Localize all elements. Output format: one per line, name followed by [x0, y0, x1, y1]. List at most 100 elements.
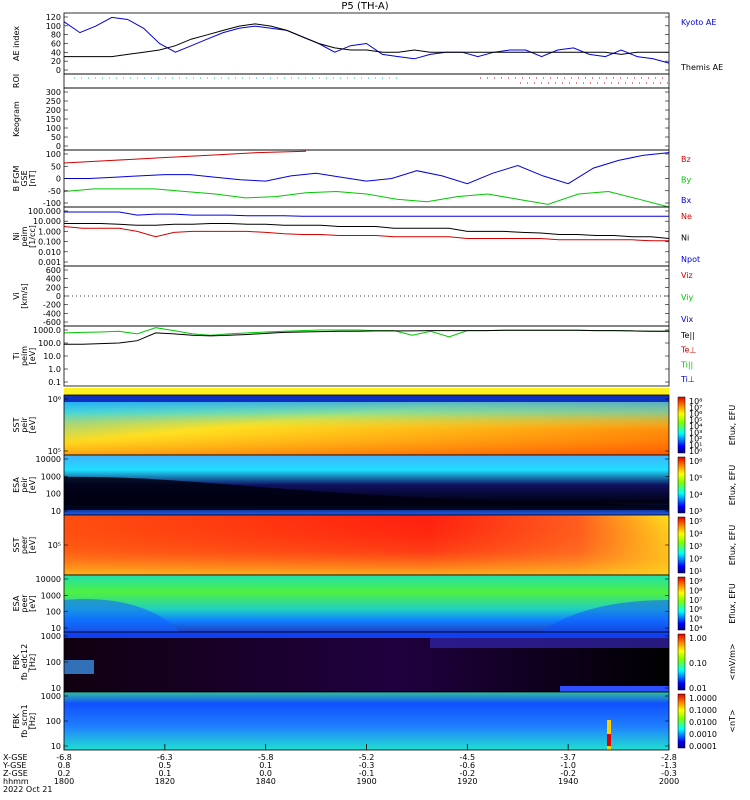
fbk_b-cbar-tick: 0.0100	[689, 718, 717, 727]
x-value-z: -0.2	[560, 769, 576, 778]
ti-ylabel: Ti	[12, 353, 21, 361]
vi-legend-0: Viz	[681, 271, 693, 280]
density-ytick: 1.000	[38, 227, 61, 236]
x-value-z: -0.2	[460, 769, 476, 778]
keogram-frame	[63, 87, 670, 151]
esa_e-cbar-tick: 10⁷	[689, 596, 702, 605]
ti-unit: [eV]	[28, 348, 37, 365]
ae-ytick: 80	[51, 31, 61, 40]
x-row-label-3: hhmm	[3, 777, 29, 786]
x-value-x: -5.8	[258, 753, 274, 762]
ti-frame	[63, 325, 670, 387]
ti-ytick: 10.0	[43, 352, 61, 361]
panel-fbk_e: 1.00 0.10 0.01 <mV/m> FBK fb_edc12 [Hz] 1000 100…	[12, 631, 737, 693]
fbk_b-cbar-label: <nT>	[728, 709, 737, 732]
sst_i-cbar-label: Eflux, EFU	[728, 405, 737, 446]
x-row-label-4: 2022 Oct 21	[3, 785, 52, 794]
fbk_e-unit: [Hz]	[28, 654, 37, 670]
fbk_b-cbar-tick: 0.0001	[689, 742, 717, 751]
density-unit: [1/cc]	[28, 225, 37, 248]
fbk_b-unit: [Hz]	[28, 713, 37, 729]
sst_i-colorbar	[677, 396, 686, 454]
fbk_b-colorbar	[677, 693, 686, 749]
keogram-ytick: 250	[46, 97, 61, 106]
x-value-y: -1.3	[661, 761, 677, 770]
x-row-label-2: Z-GSE	[3, 769, 28, 778]
fbk_b-ylabel2: fb_scm1	[20, 704, 29, 737]
esa_e-ylabel2: peer	[20, 594, 29, 613]
density-legend-1: Ni	[681, 234, 689, 243]
sst_e-ylabel: SST	[12, 537, 21, 552]
esa_i-unit: [eV]	[28, 477, 37, 494]
x-value-z: 0.1	[158, 769, 171, 778]
ti-series-0	[63, 327, 669, 338]
sst_e-heatmap-shade	[64, 515, 669, 575]
fbk_e-ytick: 100	[46, 658, 61, 667]
sst_e-cbar-tick: 10⁴	[689, 530, 702, 539]
keogram-ytick: 300	[46, 88, 61, 97]
bfgm-legend-0: Bz	[681, 155, 691, 164]
density-legend-0: Ne	[681, 212, 692, 221]
x-value-x: -4.5	[460, 753, 476, 762]
vi-legend-2: Vix	[681, 315, 694, 324]
panel-roi: ROI	[12, 73, 670, 89]
ae-ytick: 0	[56, 66, 61, 75]
bfgm-ytick: 50	[51, 162, 61, 171]
roi-frame	[63, 73, 670, 89]
fbk_e-heatmap-bottom	[560, 686, 669, 692]
fbk_b-ytick: 1000	[41, 692, 61, 701]
esa_i-cbar-tick: 10⁴	[689, 490, 702, 499]
sst_i-cbar-tick: 10⁸	[689, 397, 702, 406]
fbk_e-colorbar	[677, 633, 686, 691]
sst_i-heatmap-shade	[64, 395, 669, 455]
ti-ytick: 0.1	[48, 378, 61, 387]
esa_e-cbar-tick: 10⁹	[689, 577, 702, 586]
fbk_e-cbar-label: <mV/m>	[728, 643, 737, 680]
vi-frame	[63, 265, 670, 327]
panel-bfgm: B FGM GSE [nT] 100 50 0 -50 -100 Bz By Bx	[12, 149, 691, 208]
density-ytick: 0.100	[38, 238, 61, 247]
bfgm-ylabel2: GSE	[20, 170, 29, 186]
bfgm-ytick: -50	[48, 187, 61, 196]
panel-ti: Ti peim [eV] 1000.0 100.0 10.0 1.0 0.1 Te|| Te⊥ Ti…	[12, 325, 696, 387]
fbk_e-cbar-tick: 0.01	[689, 684, 707, 693]
sst_i-cbar-tick: 10²	[689, 435, 702, 444]
sst_i-cbar-tick: 10⁷	[689, 403, 702, 412]
esa_e-heatmap-blue2	[540, 600, 669, 632]
ae-legend-1: Themis AE	[680, 63, 723, 72]
fbk_e-ylabel: FBK	[12, 654, 21, 670]
sst_e-ytick: 10⁵	[48, 541, 61, 550]
density-ytick: 100.000	[28, 207, 61, 216]
keogram-ytick: 200	[46, 106, 61, 115]
sst_e-cbar-tick: 10²	[689, 555, 702, 564]
esa_e-heatmap-blue	[64, 599, 180, 632]
vi-ytick: -600	[43, 318, 61, 327]
esa_e-ytick: 1000	[41, 591, 61, 600]
sst_i-heatmap-top	[64, 395, 669, 402]
esa_e-cbar-tick: 10⁴	[689, 624, 702, 633]
x-value-x: -6.3	[157, 753, 173, 762]
esa_e-ytick: 10000	[36, 575, 61, 584]
vi-ytick: -200	[43, 301, 61, 310]
esa_i-cbar-tick: 10³	[689, 507, 702, 516]
sst_i-cbar-tick: 10⁴	[689, 422, 702, 431]
ti-legend-1: Te⊥	[680, 346, 696, 355]
sst_e-unit: [eV]	[28, 537, 37, 554]
fbk_b-heatmap-spike-core	[607, 734, 611, 746]
ae-series-0	[63, 16, 670, 64]
ae-ytick: 120	[46, 13, 61, 22]
sst_e-cbar-tick: 10¹	[689, 567, 702, 576]
fbk_b-cbar-tick: 0.1000	[689, 706, 717, 715]
esa_i-ytick: 10	[51, 507, 61, 516]
vi-ytick: -400	[43, 309, 61, 318]
ti-legend-0: Te||	[680, 331, 695, 340]
sst_e-colorbar	[677, 516, 686, 574]
x-row-label-0: X-GSE	[3, 753, 28, 762]
x-value-y: -1.0	[560, 761, 576, 770]
esa_i-colorbar	[677, 456, 686, 514]
x-value-t: 1820	[155, 777, 175, 786]
ti-legend-3: Ti⊥	[680, 375, 695, 384]
